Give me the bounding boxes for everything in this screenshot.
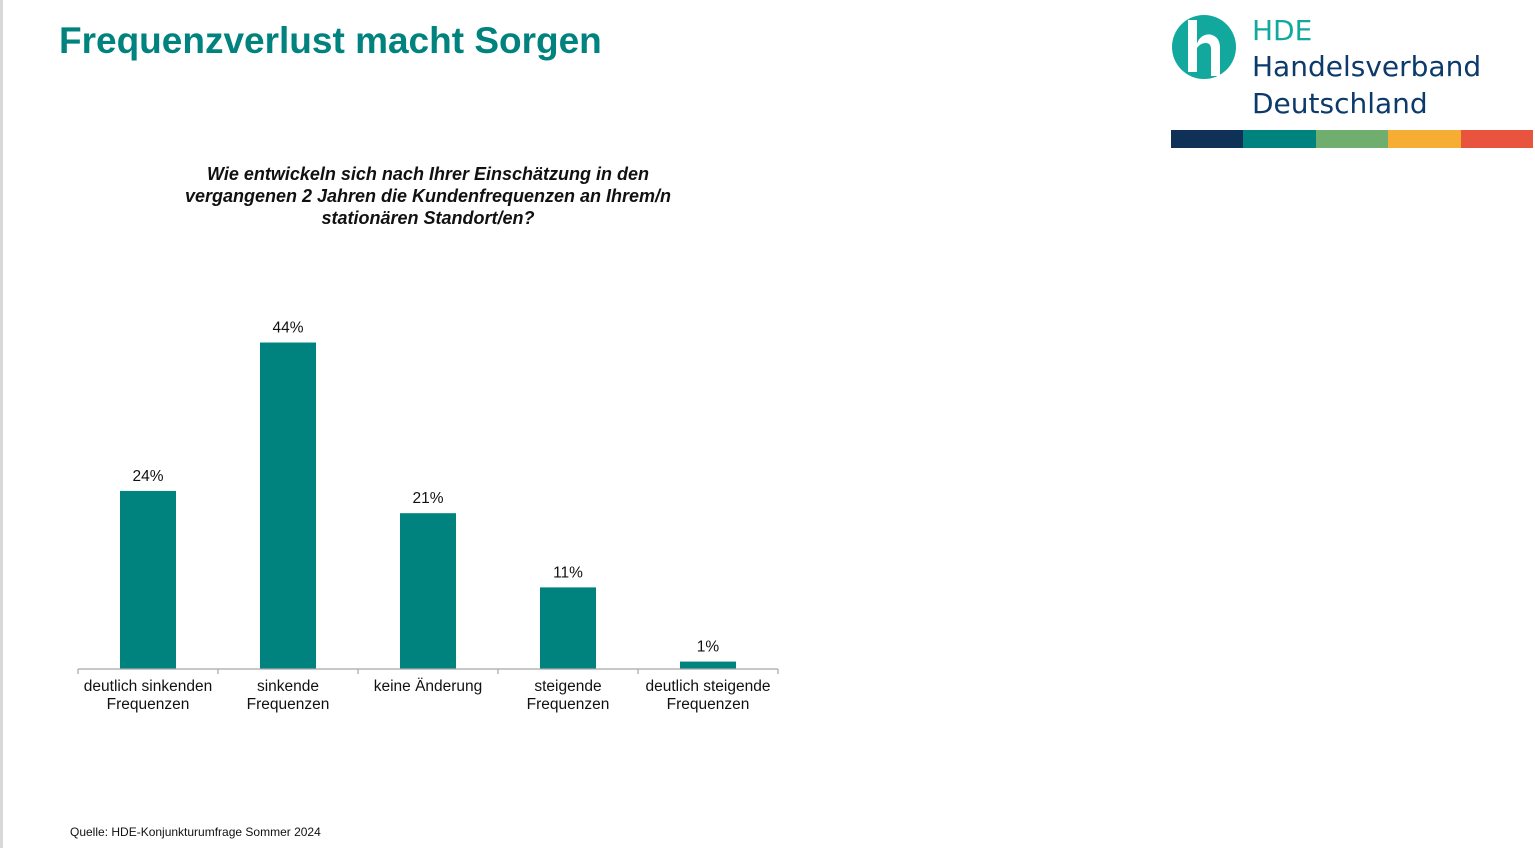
logo-name-line1: Handelsverband	[1252, 50, 1482, 83]
strip-segment-green	[1315, 130, 1389, 148]
strip-segment-red	[1460, 130, 1534, 148]
chart-title-line: stationären Standort/en?	[321, 208, 535, 228]
data-label: 11%	[553, 564, 583, 581]
logo-name-line2: Deutschland	[1252, 87, 1428, 120]
category-label: steigende Frequenzen	[498, 678, 638, 714]
category-label: deutlich steigende Frequenzen	[638, 678, 778, 714]
category-label-line: keine Änderung	[373, 678, 483, 695]
category-label-line: Frequenzen	[246, 696, 330, 713]
logo-wordmark: HDE Handelsverband Deutschland	[1252, 14, 1481, 122]
category-label-line: Frequenzen	[666, 696, 750, 713]
strip-segment-yellow	[1388, 130, 1461, 148]
category-label-line: deutlich steigende	[645, 678, 771, 695]
category-label: deutlich sinkenden Frequenzen	[78, 678, 218, 714]
hde-logo: HDE Handelsverband Deutschland	[1171, 14, 1534, 154]
category-label-line: steigende	[534, 678, 602, 695]
bar	[260, 342, 316, 669]
chart-title-line: vergangenen 2 Jahren die Kundenfrequenze…	[184, 186, 672, 206]
category-label-line: Frequenzen	[526, 696, 610, 713]
data-label: 21%	[412, 490, 443, 507]
logo-mark-arch	[1197, 34, 1220, 76]
logo-color-strip	[1171, 130, 1534, 148]
data-label: 24%	[132, 468, 163, 485]
category-label-line: Frequenzen	[106, 696, 190, 713]
logo-mark-stem	[1188, 20, 1197, 72]
data-label: 44%	[272, 320, 303, 337]
strip-segment-navy	[1171, 130, 1244, 148]
hde-logo-mark-icon	[1172, 15, 1236, 79]
logo-abbreviation: HDE	[1252, 14, 1313, 47]
bar	[400, 513, 456, 669]
category-label: sinkende Frequenzen	[218, 678, 358, 714]
chart-title-line: Wie entwickeln sich nach Ihrer Einschätz…	[207, 164, 649, 184]
data-label: 1%	[697, 639, 720, 656]
category-label: keine Änderung	[358, 678, 498, 696]
bar	[540, 587, 596, 669]
bar	[680, 661, 736, 669]
slide-title: Frequenzverlust macht Sorgen	[59, 20, 602, 61]
category-label-line: deutlich sinkenden	[83, 678, 213, 695]
category-label-line: sinkende	[256, 678, 320, 695]
strip-segment-teal	[1243, 130, 1316, 148]
source-note: Quelle: HDE-Konjunkturumfrage Sommer 202…	[70, 825, 321, 839]
chart-question-title: Wie entwickeln sich nach Ihrer Einschätz…	[128, 163, 728, 229]
bar	[120, 490, 176, 669]
slide-left-border	[0, 0, 3, 848]
